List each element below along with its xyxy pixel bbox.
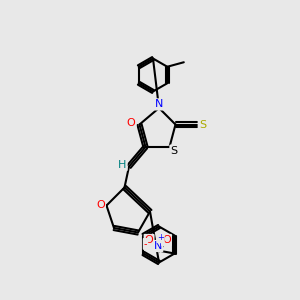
Text: H: H <box>118 160 127 170</box>
Text: S: S <box>170 146 178 156</box>
Text: -: - <box>144 239 147 249</box>
Text: O: O <box>96 200 105 211</box>
Text: O: O <box>162 235 171 245</box>
Text: N: N <box>155 99 163 110</box>
Text: O: O <box>127 118 136 128</box>
Text: O: O <box>145 235 154 245</box>
Text: +: + <box>157 233 164 242</box>
Text: N: N <box>154 241 162 251</box>
Text: S: S <box>199 119 206 130</box>
